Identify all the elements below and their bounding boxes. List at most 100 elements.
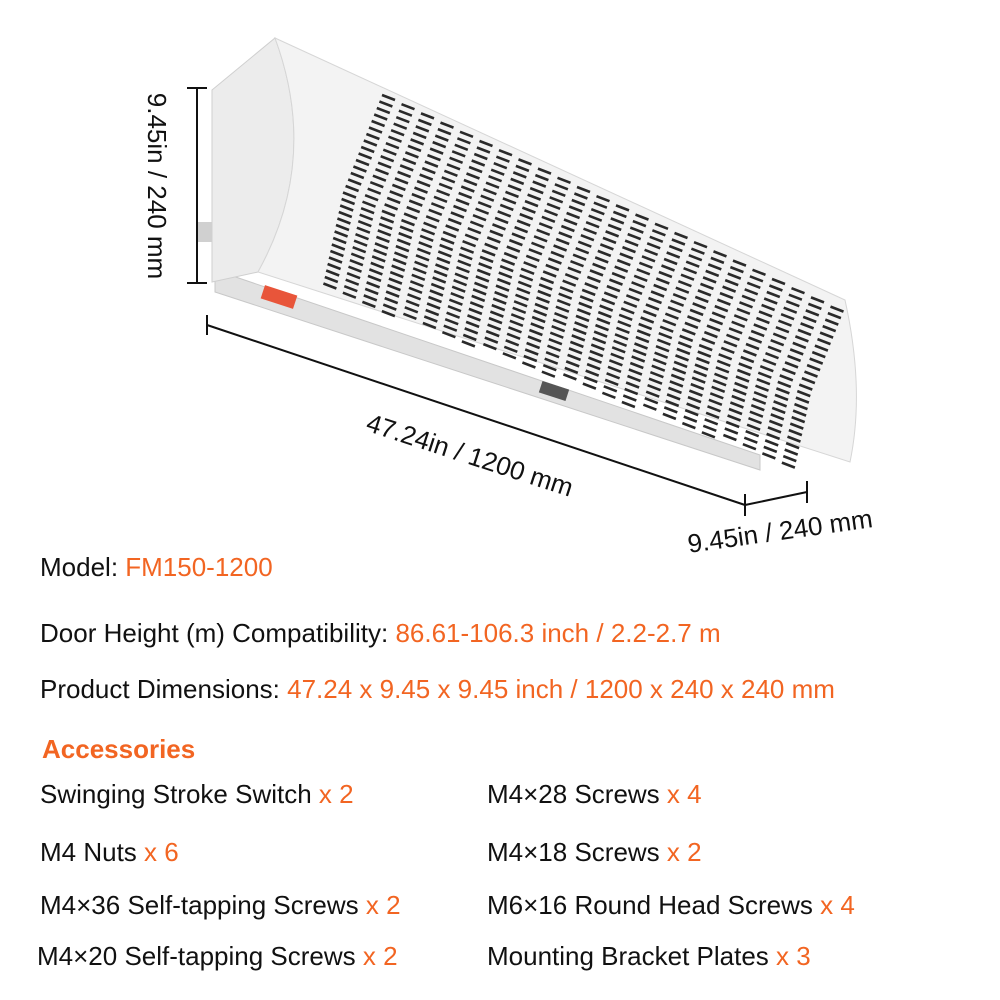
grille-slat bbox=[489, 310, 504, 318]
grille-slat bbox=[378, 222, 393, 231]
grille-slat bbox=[763, 445, 778, 454]
grille-slat bbox=[755, 384, 769, 392]
grille-slat bbox=[683, 266, 698, 275]
grille-slat bbox=[434, 134, 449, 142]
grille-slat bbox=[399, 164, 414, 172]
grille-slat bbox=[544, 357, 559, 365]
grille-slat bbox=[368, 268, 383, 276]
grille-slat bbox=[389, 190, 404, 198]
grille-slat bbox=[574, 321, 589, 329]
grille-slat bbox=[604, 378, 619, 387]
grille-slat bbox=[652, 357, 667, 366]
accessory-item: Mounting Bracket Plates x 3 bbox=[487, 941, 811, 971]
grille-slat bbox=[633, 274, 648, 283]
accessory-qty: x 6 bbox=[144, 837, 179, 867]
grille-slat bbox=[449, 156, 464, 165]
grille-slat bbox=[538, 283, 553, 291]
grille-slat bbox=[578, 301, 593, 310]
grille-slat bbox=[458, 191, 473, 200]
grille-slat bbox=[746, 423, 761, 431]
grille-slat bbox=[532, 180, 547, 188]
grille-slat bbox=[423, 315, 438, 323]
grille-slat bbox=[386, 196, 401, 205]
grille-slat bbox=[597, 249, 612, 258]
grille-slat bbox=[763, 297, 778, 305]
grille-slat bbox=[735, 375, 750, 383]
grille-slat bbox=[436, 256, 451, 265]
grille-slat bbox=[477, 200, 492, 209]
grille-slat bbox=[644, 248, 659, 257]
grille-slat bbox=[462, 333, 477, 342]
grille-slat bbox=[603, 385, 618, 393]
accessory-name: M4×18 Screws bbox=[487, 837, 667, 867]
grille-slat bbox=[518, 158, 532, 166]
grille-slat bbox=[645, 303, 660, 311]
grille-slat bbox=[701, 337, 716, 345]
grille-slat bbox=[533, 309, 548, 317]
grille-slat bbox=[352, 245, 367, 254]
accessory-qty: x 3 bbox=[776, 941, 811, 971]
grille-slat bbox=[545, 263, 560, 272]
grille-slat bbox=[382, 148, 397, 156]
grille-slat bbox=[665, 399, 680, 408]
grille-slat bbox=[757, 371, 772, 379]
grille-slat bbox=[350, 171, 365, 180]
grille-slat bbox=[562, 279, 577, 287]
grille-slat bbox=[499, 264, 514, 273]
grille-slat bbox=[438, 182, 453, 191]
grille-slat bbox=[572, 253, 587, 261]
grille-slat bbox=[520, 267, 535, 276]
grille-slat bbox=[481, 249, 496, 257]
grille-slat bbox=[506, 245, 521, 253]
grille-slat bbox=[375, 167, 389, 176]
grille-slat bbox=[575, 314, 590, 323]
grille-slat bbox=[714, 372, 728, 381]
grille-slat bbox=[342, 191, 357, 199]
grille-slat bbox=[516, 287, 531, 295]
grille-slat bbox=[753, 323, 768, 331]
grille-slat bbox=[570, 259, 584, 268]
grille-slat bbox=[811, 350, 826, 359]
grille-slat bbox=[462, 239, 477, 248]
grille-slat bbox=[411, 192, 426, 201]
grille-slat bbox=[716, 359, 731, 368]
grille-slat bbox=[381, 209, 396, 218]
grille-slat bbox=[437, 250, 452, 258]
grille-slat bbox=[599, 304, 614, 312]
grille-slat bbox=[724, 278, 739, 287]
grille-slat bbox=[770, 338, 785, 347]
grille-slat bbox=[329, 249, 344, 258]
grille-slat bbox=[467, 314, 481, 322]
grille-slat bbox=[486, 236, 501, 244]
grille-slat bbox=[615, 204, 630, 212]
grille-slat bbox=[624, 387, 639, 396]
grille-slat bbox=[521, 361, 536, 369]
grille-slat bbox=[744, 288, 759, 296]
grille-slat bbox=[468, 165, 483, 174]
grille-slat bbox=[550, 250, 565, 259]
grille-slat bbox=[558, 231, 573, 239]
grille-slat bbox=[670, 373, 685, 382]
grille-slat bbox=[480, 194, 495, 202]
grille-slat bbox=[675, 286, 690, 294]
grille-slat bbox=[627, 232, 642, 241]
grille-slat bbox=[479, 139, 493, 148]
grille-slat bbox=[594, 256, 609, 264]
grille-slat bbox=[727, 272, 742, 280]
grille-slat bbox=[593, 201, 608, 209]
grille-slat bbox=[640, 316, 655, 324]
grille-slat bbox=[632, 348, 647, 357]
grille-slat bbox=[377, 161, 392, 169]
grille-slat bbox=[443, 169, 458, 178]
spec-dimensions: Product Dimensions: 47.24 x 9.45 x 9.45 … bbox=[40, 674, 835, 704]
grille-slat bbox=[654, 351, 669, 359]
grille-slat bbox=[697, 289, 712, 297]
height-dimension-label: 9.45in / 240 mm bbox=[142, 92, 172, 280]
grille-slat bbox=[711, 311, 726, 319]
grille-slat bbox=[588, 356, 602, 364]
grille-slat bbox=[476, 268, 491, 277]
grille-slat bbox=[753, 390, 768, 399]
grille-slat bbox=[625, 294, 640, 302]
grille-slat bbox=[783, 306, 798, 314]
grille-slat bbox=[734, 381, 749, 390]
